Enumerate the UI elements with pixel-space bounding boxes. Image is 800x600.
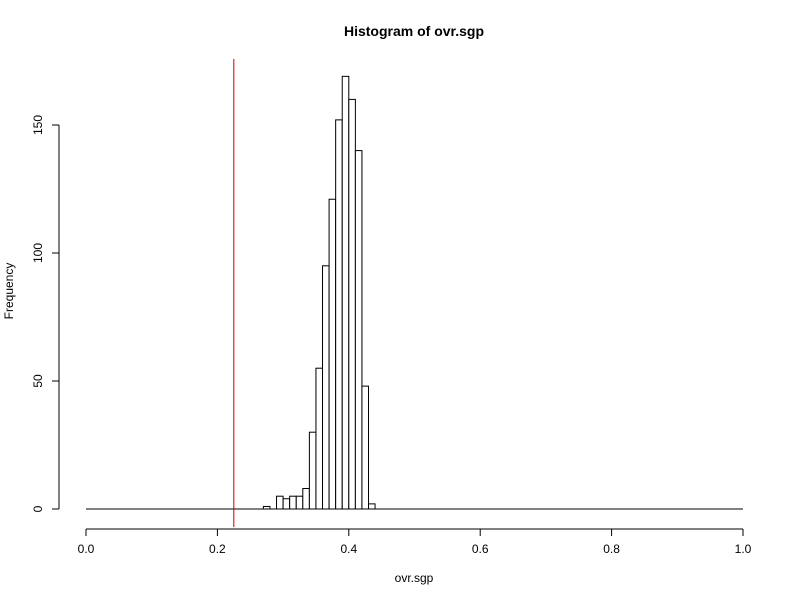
y-tick-label: 50	[31, 374, 45, 388]
x-tick-label: 0.2	[209, 542, 226, 556]
histogram-bar	[341, 75, 350, 510]
x-tick-label: 0.8	[603, 542, 620, 556]
histogram-bar	[289, 495, 297, 510]
histogram-bar	[276, 495, 284, 510]
histogram-bar	[282, 498, 291, 510]
x-axis-label: ovr.sgp	[395, 571, 434, 585]
histogram-bar	[308, 431, 317, 510]
y-tick-label: 150	[31, 115, 45, 135]
histogram-bar	[328, 198, 337, 510]
histogram-bar	[361, 385, 370, 510]
x-axis: 0.0 0.2 0.4 0.6 0.8 1.0	[78, 528, 752, 556]
histogram-bar	[354, 150, 363, 510]
histogram-bar	[315, 367, 324, 510]
histogram-bar	[302, 488, 310, 510]
histogram-bar	[348, 98, 356, 510]
histogram-bar	[335, 119, 343, 510]
histogram-bars	[262, 75, 376, 510]
histogram-bar	[368, 503, 376, 510]
x-tick-label: 0.0	[78, 542, 95, 556]
y-tick-label: 0	[31, 505, 45, 512]
chart-title: Histogram of ovr.sgp	[344, 23, 484, 39]
histogram-bar	[295, 495, 304, 510]
y-tick-label: 100	[31, 243, 45, 263]
x-tick-label: 0.4	[340, 542, 357, 556]
x-tick-label: 1.0	[735, 542, 752, 556]
y-axis: 0 50 100 150	[31, 115, 60, 512]
x-tick-label: 0.6	[472, 542, 489, 556]
y-axis-label: Frequency	[2, 263, 16, 320]
histogram-bar	[322, 265, 330, 510]
